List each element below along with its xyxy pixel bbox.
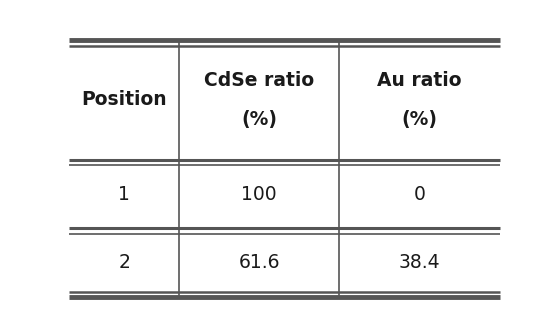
Text: 100: 100 bbox=[241, 185, 277, 203]
Text: (%): (%) bbox=[402, 110, 438, 129]
Text: Position: Position bbox=[82, 91, 167, 109]
Text: CdSe ratio: CdSe ratio bbox=[204, 71, 314, 90]
Text: 61.6: 61.6 bbox=[239, 254, 280, 272]
Text: 1: 1 bbox=[118, 185, 130, 203]
Text: (%): (%) bbox=[241, 110, 278, 129]
Text: 2: 2 bbox=[118, 254, 130, 272]
Text: 0: 0 bbox=[414, 185, 426, 203]
Text: Au ratio: Au ratio bbox=[377, 71, 462, 90]
Text: 38.4: 38.4 bbox=[399, 254, 441, 272]
